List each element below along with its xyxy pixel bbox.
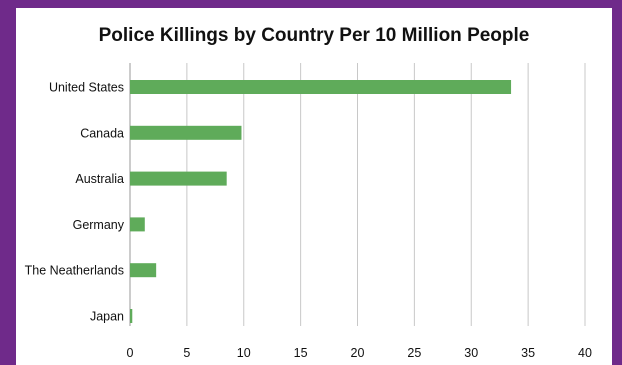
category-label-the-neatherlands: The Neatherlands	[25, 264, 124, 278]
bar-chart: 0 5 10 15 20 25 30 35 40 United States Canada Austr…	[25, 63, 592, 360]
category-label-japan: Japan	[90, 310, 124, 324]
category-label-canada: Canada	[80, 126, 124, 140]
bar-the-neatherlands	[130, 263, 157, 278]
category-label-australia: Australia	[75, 172, 124, 186]
x-tick-label-40: 40	[578, 346, 592, 360]
bar-japan	[130, 309, 133, 323]
bar-canada	[130, 125, 242, 140]
category-label-germany: Germany	[73, 218, 125, 232]
chart-title: Police Killings by Country Per 10 Millio…	[98, 25, 530, 46]
x-tick-label-15: 15	[294, 346, 308, 360]
x-tick-label-25: 25	[407, 346, 421, 360]
bar-germany	[130, 217, 145, 232]
x-tick-label-10: 10	[237, 346, 251, 360]
category-label-united-states: United States	[49, 81, 124, 95]
x-tick-label-35: 35	[521, 346, 535, 360]
x-tick-label-20: 20	[351, 346, 365, 360]
bar-australia	[130, 171, 227, 186]
x-tick-label-30: 30	[464, 346, 478, 360]
bar-united-states	[130, 80, 512, 94]
chart-panel: Police Killings by Country Per 10 Millio…	[16, 8, 612, 365]
x-tick-label-5: 5	[183, 346, 190, 360]
x-tick-label-0: 0	[127, 346, 134, 360]
